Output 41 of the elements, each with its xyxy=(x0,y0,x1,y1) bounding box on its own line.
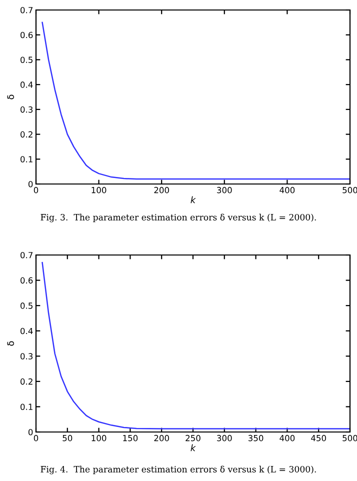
y-tick-label: 0.6 xyxy=(20,32,33,38)
x-axis-title: k xyxy=(190,196,196,204)
x-tick-label: 400 xyxy=(280,186,295,194)
x-tick-label: 300 xyxy=(217,186,232,194)
x-tick-label: 400 xyxy=(280,434,295,442)
y-tick-label: 0.3 xyxy=(20,106,33,113)
line-series xyxy=(42,262,350,430)
y-tick-label: 0.2 xyxy=(20,131,32,138)
caption: Fig. 4. The parameter estimation errors δ versus k (L = 3000). xyxy=(40,466,316,474)
line-series xyxy=(42,22,350,180)
y-tick-label: 0.1 xyxy=(20,156,32,162)
y-tick-label: 0.4 xyxy=(20,82,33,88)
y-tick-label: 0.4 xyxy=(20,328,33,334)
x-tick-label: 500 xyxy=(342,434,357,442)
x-tick-label: 100 xyxy=(92,186,106,194)
x-tick-label: 200 xyxy=(154,434,169,442)
y-tick-label: 0.1 xyxy=(20,404,32,410)
x-tick-label: 0 xyxy=(34,434,38,442)
y-tick-label: 0.7 xyxy=(20,6,33,14)
y-tick-label: 0 xyxy=(28,180,33,188)
x-tick-label: 350 xyxy=(248,434,264,442)
caption: Fig. 3. The parameter estimation errors δ versus k (L = 2000). xyxy=(40,214,316,222)
x-tick-label: 50 xyxy=(62,434,72,442)
x-tick-label: 300 xyxy=(217,434,232,442)
x-tick-label: 200 xyxy=(154,186,169,194)
y-axis-title: δ xyxy=(7,94,14,100)
y-axis-title: δ xyxy=(7,341,14,346)
x-tick-label: 250 xyxy=(186,434,200,442)
y-tick-label: 0.5 xyxy=(20,56,32,63)
y-tick-label: 0.2 xyxy=(20,378,32,385)
x-tick-label: 0 xyxy=(34,186,38,194)
y-tick-label: 0.3 xyxy=(20,353,33,360)
y-tick-label: 0 xyxy=(28,428,33,436)
y-tick-label: 0.5 xyxy=(20,302,32,309)
y-tick-label: 0.7 xyxy=(20,252,33,258)
x-tick-label: 150 xyxy=(123,434,138,442)
x-axis-title: k xyxy=(190,444,196,452)
x-tick-label: 100 xyxy=(92,434,106,442)
y-tick-label: 0.6 xyxy=(20,277,33,284)
x-tick-label: 450 xyxy=(311,434,326,442)
x-tick-label: 500 xyxy=(342,186,357,194)
